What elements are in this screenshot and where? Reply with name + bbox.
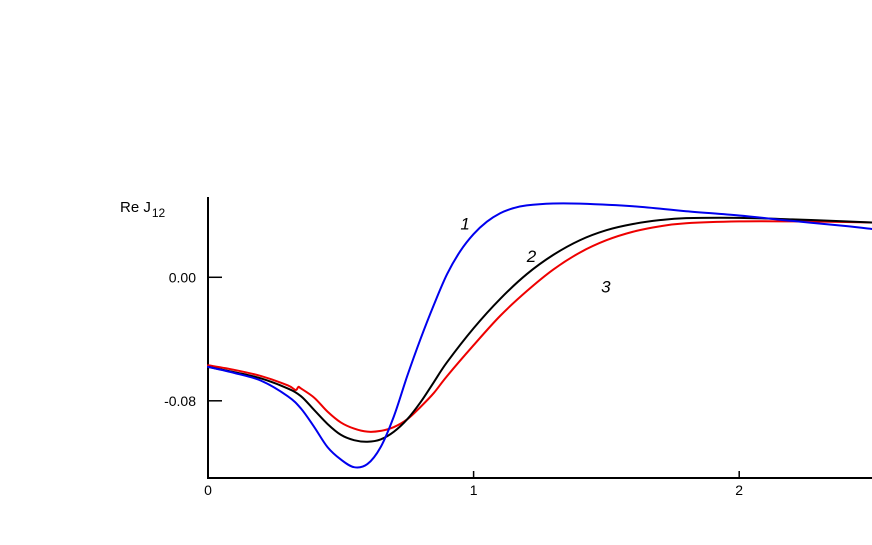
ticks: 0 1 2 0.00 -0.08 — [164, 269, 743, 498]
y-axis-title-main: Re J — [120, 199, 151, 216]
y-axis-title: Re J12 — [120, 199, 166, 220]
y-tick-label: -0.08 — [164, 393, 196, 409]
series-layer — [207, 202, 872, 469]
x-tick-label: 0 — [204, 482, 212, 498]
y-axis-title-subscript: 12 — [152, 206, 166, 220]
x-tick-label: 1 — [470, 482, 478, 498]
series-line-1 — [207, 202, 872, 469]
series-label-3: 3 — [601, 278, 611, 297]
series-line-3 — [207, 220, 872, 433]
series-label-1: 1 — [460, 214, 469, 233]
y-tick-label: 0.00 — [169, 269, 196, 285]
series-label-2: 2 — [526, 247, 537, 266]
axes — [207, 197, 872, 479]
x-tick-label: 2 — [735, 482, 743, 498]
series-line-2 — [207, 216, 872, 443]
